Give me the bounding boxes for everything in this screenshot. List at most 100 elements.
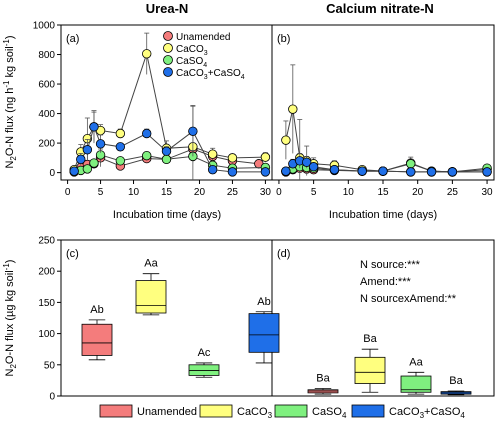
x-tick-label-b: 30 xyxy=(482,187,494,198)
data-point-caco3_caso4 xyxy=(482,167,492,177)
x-tick-label-a: 15 xyxy=(161,187,173,198)
plot-layer: Ab Aa Ac Ab Ba Ba Aa Ba xyxy=(69,32,492,396)
legend-marker-unamended xyxy=(163,31,173,41)
significance-label-unamended: Ba xyxy=(316,373,330,385)
panel-label-c: (c) xyxy=(66,248,79,260)
x-axis-title-b: Incubation time (days) xyxy=(329,209,437,221)
y-tick-label-c: 0 xyxy=(49,392,55,403)
x-tick-label-b: 5 xyxy=(311,187,317,198)
x-tick-label-a: 5 xyxy=(98,187,104,198)
data-point-caco3_caso4 xyxy=(357,166,367,176)
significance-label-caso4: Aa xyxy=(409,356,423,368)
x-tick-label-b: 20 xyxy=(412,187,424,198)
panel-label-b: (b) xyxy=(277,33,290,45)
x-tick-label-a: 20 xyxy=(194,187,206,198)
legend-swatch-caco3-caso4 xyxy=(351,404,385,418)
annotation-interaction: N sourcexAmend:** xyxy=(360,293,457,305)
data-point-caco3_caso4 xyxy=(378,166,388,176)
legend-label-caso4: CaSO4 xyxy=(176,56,207,69)
box-caco3 xyxy=(354,356,386,384)
data-point-caco3_caso4 xyxy=(115,142,126,152)
panel-label-d: (d) xyxy=(277,248,290,260)
data-point-caco3_caso4 xyxy=(329,164,340,175)
data-point-caco3 xyxy=(115,128,126,139)
data-point-caco3 xyxy=(207,149,218,159)
legend-marker-caco3-caso4 xyxy=(163,67,173,77)
legend-bottom: Unamended CaCO3 CaSO4 CaCO3+CaSO4 xyxy=(99,404,465,420)
y-tick-label-c: 250 xyxy=(38,236,55,247)
y-axis-title-bottom: N2O-N flux (µg kg soil-1) xyxy=(2,260,18,377)
y-axis-title-top: N2O-N flux (ng h-1 kg soil-1) xyxy=(2,35,18,168)
y-tick-label-c: 150 xyxy=(38,298,55,309)
annotation-amend: Amend:*** xyxy=(360,276,411,288)
data-point-caco3 xyxy=(260,152,271,162)
data-point-caco3_caso4 xyxy=(447,167,458,177)
data-point-caso4 xyxy=(142,150,152,161)
data-point-caco3 xyxy=(227,153,238,163)
box-caco3_caso4 xyxy=(248,313,280,353)
legend-bottom-label-caco3: CaCO3 xyxy=(237,406,273,420)
x-tick-label-a: 25 xyxy=(227,187,239,198)
x-tick-label-b: 25 xyxy=(447,187,459,198)
y-tick-label-a: 0 xyxy=(49,168,55,179)
title-urea: Urea-N xyxy=(146,1,189,16)
y-tick-label-c: 100 xyxy=(38,329,55,340)
legend-bottom-label-unamended: Unamended xyxy=(137,406,197,418)
legend-marker-caco3 xyxy=(163,43,173,53)
legend-swatch-unamended xyxy=(99,404,133,418)
data-point-caco3_caso4 xyxy=(82,145,93,155)
legend-bottom-label-caco3-caso4: CaCO3+CaSO4 xyxy=(389,406,465,420)
x-tick-label-b: 15 xyxy=(377,187,389,198)
x-tick-label-b: 10 xyxy=(343,187,355,198)
legend-bottom-label-caso4: CaSO4 xyxy=(312,406,347,420)
box-unamended xyxy=(81,323,113,356)
stats-annotations: N source:*** Amend:*** N sourcexAmend:** xyxy=(360,259,457,305)
legend-label-caco3-caso4: CaCO3+CaSO4 xyxy=(176,68,245,81)
significance-label-caso4: Ac xyxy=(198,347,211,359)
data-point-caco3_caso4 xyxy=(142,128,152,139)
y-tick-label-c: 200 xyxy=(38,267,55,278)
data-point-caco3_caso4 xyxy=(406,167,416,177)
data-point-caco3_caso4 xyxy=(426,167,437,177)
legend-top: Unamended CaCO3 CaSO4 CaCO3+CaSO4 xyxy=(163,31,245,81)
legend-swatch-caco3 xyxy=(199,404,233,418)
y-tick-label-a: 800 xyxy=(38,50,55,61)
data-point-caso4 xyxy=(406,159,416,169)
data-point-caso4 xyxy=(89,158,99,168)
box-caco3 xyxy=(135,280,167,314)
data-point-caco3_caso4 xyxy=(301,157,312,167)
x-tick-label-a: 10 xyxy=(128,187,140,198)
title-calcium-nitrate: Calcium nitrate-N xyxy=(326,1,434,16)
legend-label-caco3: CaCO3 xyxy=(176,44,208,57)
significance-label-unamended: Ab xyxy=(90,304,103,316)
data-point-caco3_caso4 xyxy=(76,154,86,165)
significance-label-caco3_caso4: Ab xyxy=(257,296,270,308)
data-point-caso4 xyxy=(161,154,172,165)
significance-label-caco3: Aa xyxy=(144,258,158,270)
data-point-caco3_caso4 xyxy=(95,139,106,149)
panel-c-frame xyxy=(60,239,273,397)
data-point-caco3_caso4 xyxy=(69,166,79,176)
y-tick-label-a: 1000 xyxy=(33,21,56,32)
data-point-caco3 xyxy=(281,135,291,145)
data-point-caco3_caso4 xyxy=(188,126,198,136)
y-tick-label-c: 50 xyxy=(44,360,56,371)
x-tick-label-b: 0 xyxy=(276,187,282,198)
data-point-caco3 xyxy=(142,49,152,59)
x-tick-label-a: 30 xyxy=(260,187,272,198)
data-point-caco3 xyxy=(288,104,298,114)
data-point-caco3_caso4 xyxy=(207,164,218,175)
significance-label-caco3: Ba xyxy=(363,333,377,345)
data-point-caco3_caso4 xyxy=(227,167,238,177)
y-tick-label-a: 200 xyxy=(38,139,55,150)
legend-marker-caso4 xyxy=(163,55,173,65)
x-axis-title-a: Incubation time (days) xyxy=(113,209,221,221)
data-point-caco3_caso4 xyxy=(89,122,99,132)
annotation-n-source: N source:*** xyxy=(360,259,421,271)
box-caso4 xyxy=(400,375,432,393)
legend-swatch-caso4 xyxy=(274,404,308,418)
data-point-caco3_caso4 xyxy=(260,167,271,177)
